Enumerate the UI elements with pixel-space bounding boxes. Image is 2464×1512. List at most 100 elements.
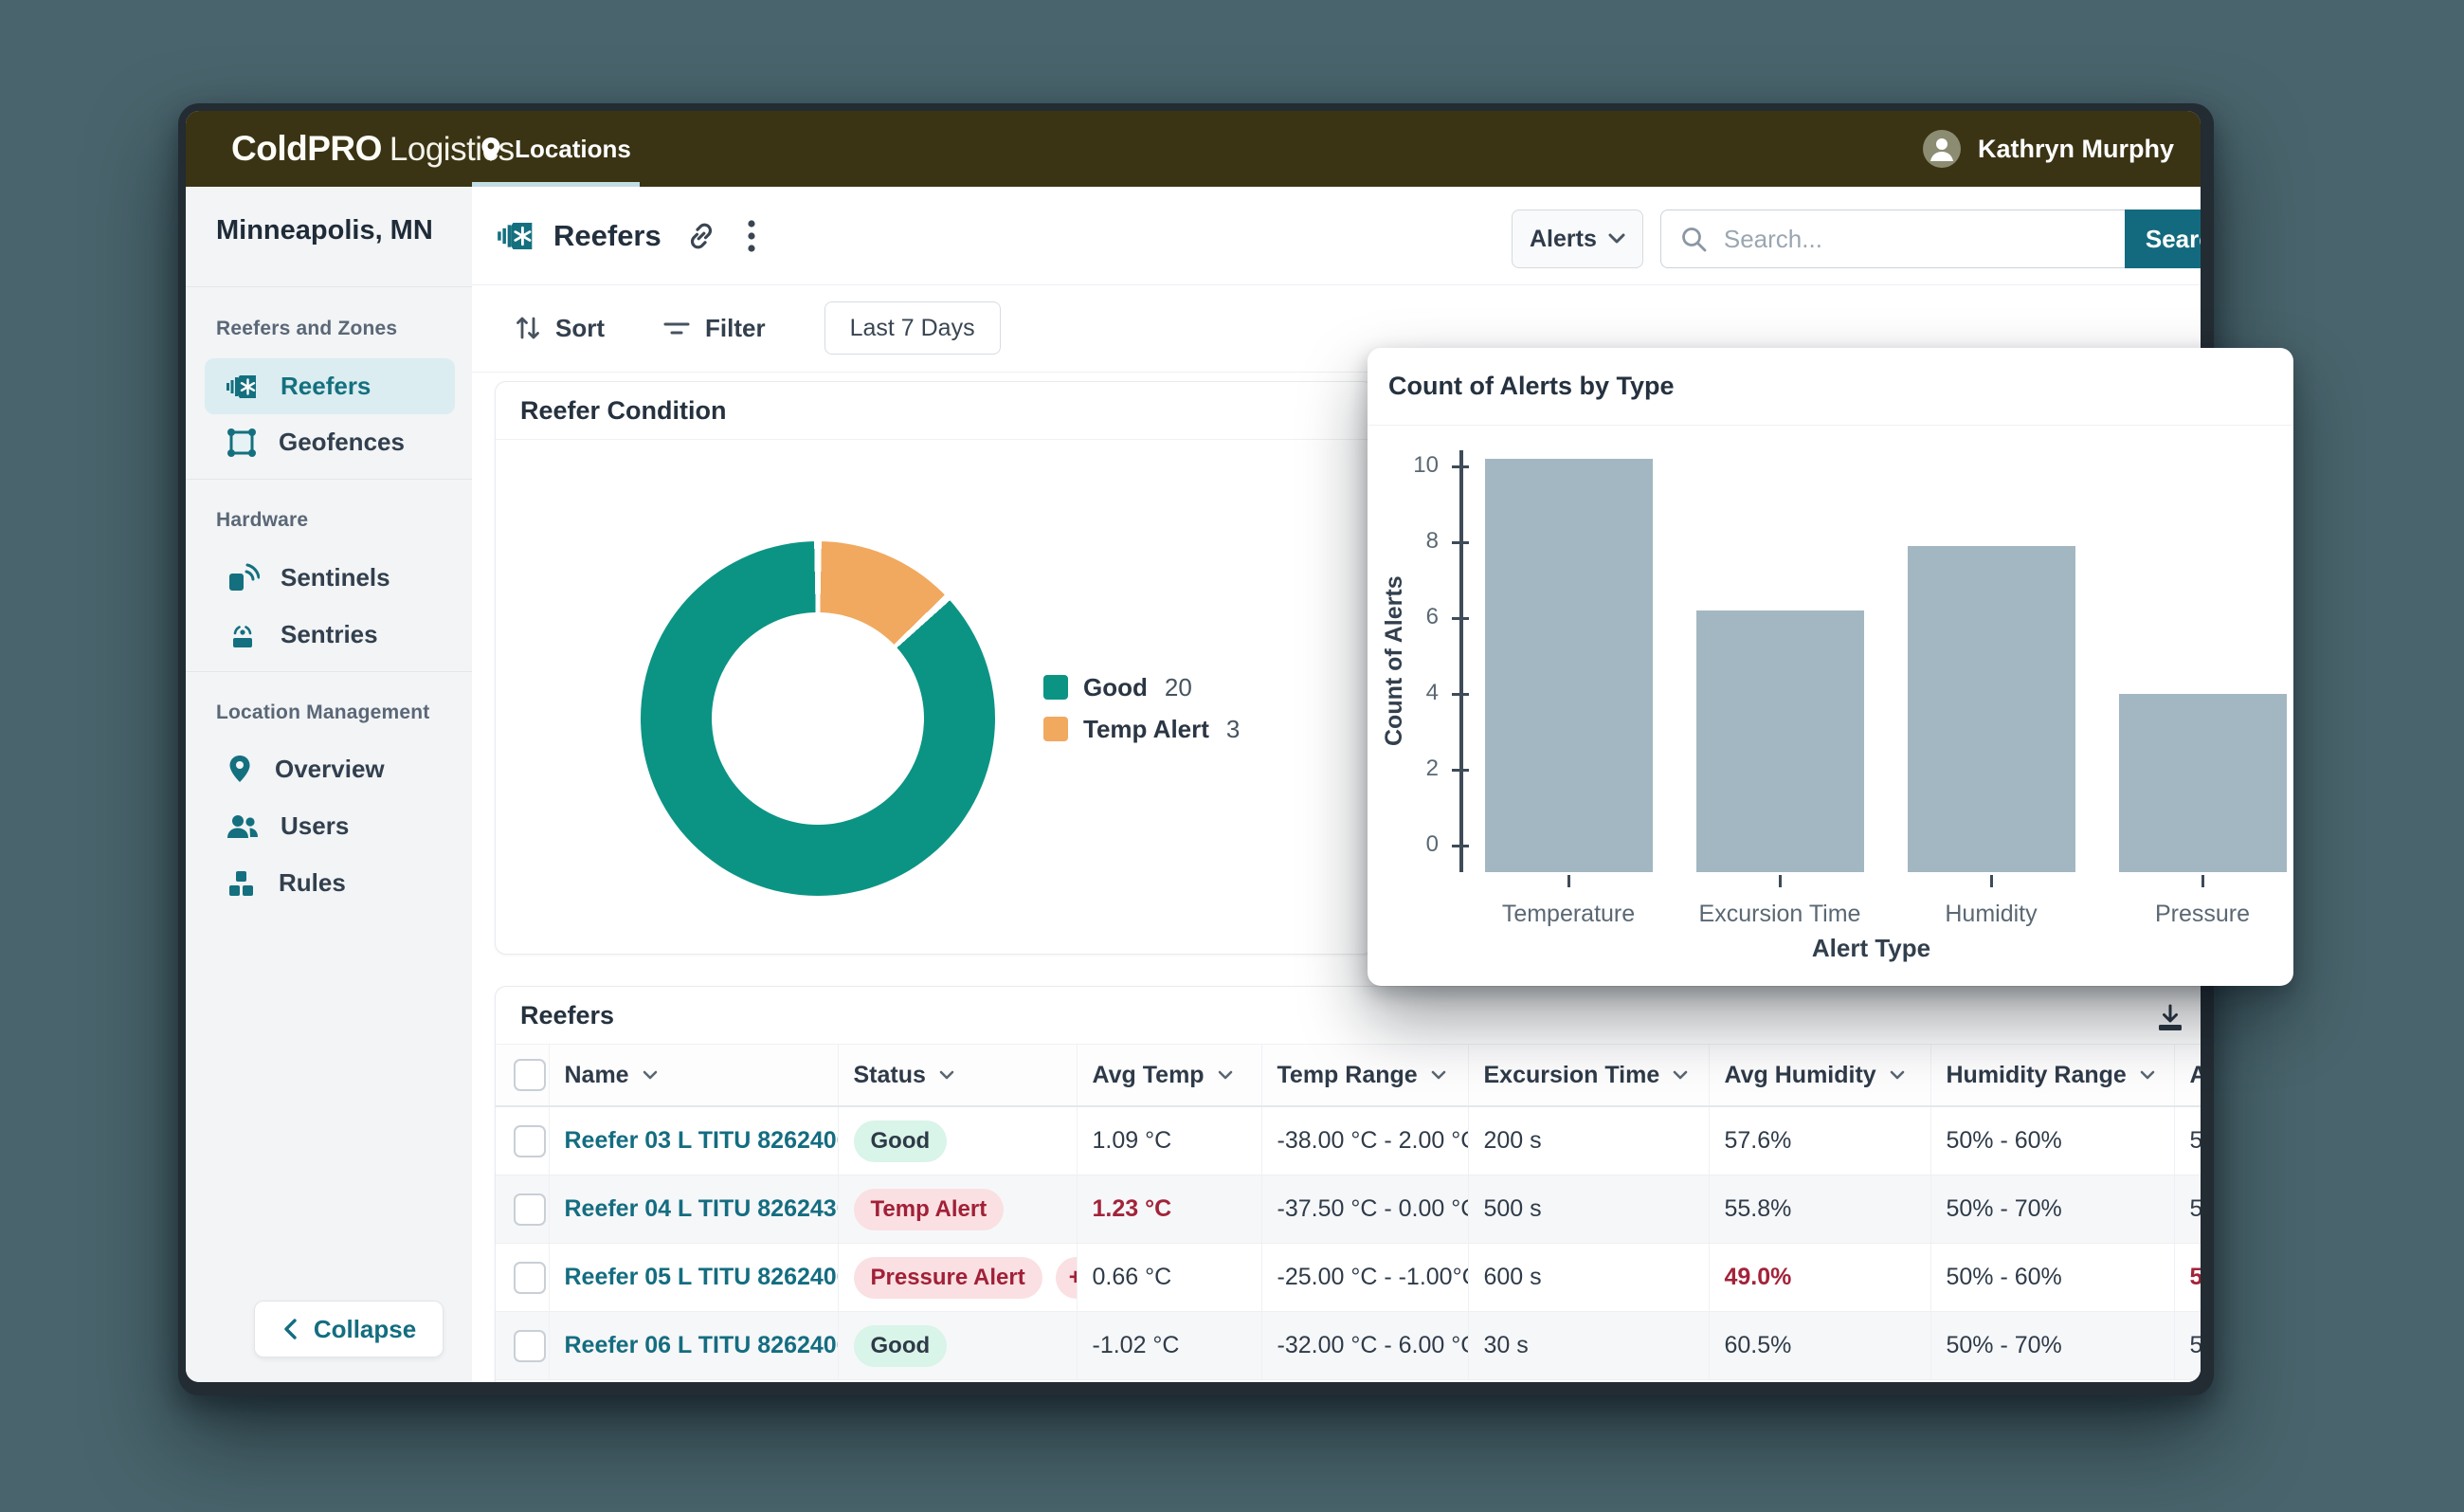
user-name: Kathryn Murphy: [1977, 134, 2174, 163]
sidebar-item-geofences[interactable]: Geofences: [205, 414, 455, 470]
collapse-label: Collapse: [313, 1314, 417, 1343]
avg-pressure-cell: 53.88 kPa: [2174, 1311, 2201, 1380]
legend-value: 20: [1164, 672, 1192, 701]
sidebar-section-hardware: Hardware: [216, 509, 309, 531]
sidebar-item-rules[interactable]: Rules: [205, 855, 455, 911]
reefer-link[interactable]: Reefer 04 L TITU 8262430: [564, 1195, 838, 1222]
top-navigation-bar: ColdPRO Logistics Locations Kathryn Murph…: [186, 111, 2201, 187]
location-pin-icon: [481, 137, 500, 161]
humidity-range-cell: 50% - 60%: [1930, 1243, 2175, 1312]
select-all-checkbox[interactable]: [513, 1059, 546, 1091]
chevron-down-icon: [939, 1070, 954, 1079]
sidebar-item-overview[interactable]: Overview: [205, 741, 455, 797]
nav-tab-label: Locations: [515, 134, 631, 163]
x-tick: [2201, 875, 2204, 887]
humidity-range-cell: 50% - 70%: [1930, 1175, 2175, 1244]
extra-alerts-badge[interactable]: +1: [1055, 1256, 1076, 1299]
sidebar-item-reefers[interactable]: Reefers: [205, 358, 455, 414]
column-header-temp-range[interactable]: Temp Range: [1261, 1045, 1469, 1107]
x-tick: [1990, 875, 1993, 887]
chevron-down-icon: [2140, 1070, 2155, 1079]
sidebar-item-label: Sentries: [281, 620, 378, 648]
table-row: Reefer 03 L TITU 8262406 Good 1.09 °C -3…: [496, 1106, 2201, 1175]
search-input[interactable]: [1659, 209, 2125, 268]
bar-humidity[interactable]: [1908, 546, 2075, 872]
legend-item-good: Good 20: [1043, 666, 1240, 708]
date-range-chip[interactable]: Last 7 Days: [824, 301, 1001, 355]
sidebar-section-reefers-zones: Reefers and Zones: [216, 318, 398, 339]
sort-arrows-icon: [516, 317, 539, 339]
column-header-humidity-range[interactable]: Humidity Range: [1930, 1045, 2175, 1107]
column-header-name[interactable]: Name: [549, 1045, 839, 1107]
row-checkbox[interactable]: [513, 1261, 546, 1294]
avg-pressure-cell: 55.56 kPa: [2174, 1106, 2201, 1175]
bar-chart-plot[interactable]: 0 2 4 6 8 10 Temperature Excursion Time Humid…: [1413, 450, 2287, 927]
bar-chart-x-axis-label: Alert Type: [1811, 934, 1931, 962]
download-button[interactable]: [2150, 998, 2190, 1038]
row-checkbox[interactable]: [513, 1124, 546, 1157]
column-header-avg-humidity[interactable]: Avg Humidity: [1709, 1045, 1931, 1107]
legend-swatch-temp-alert: [1043, 717, 1068, 741]
table-header-row: Name Status Avg Temp Temp Range Excursio…: [496, 1045, 2201, 1107]
table-row: Reefer 04 L TITU 8262430 Temp Alert 1.23…: [496, 1175, 2201, 1244]
list-toolbar: Sort Filter Last 7 Days: [472, 284, 2201, 373]
legend-label: Temp Alert: [1083, 714, 1209, 743]
column-header-status[interactable]: Status: [838, 1045, 1078, 1107]
column-header-excursion-time[interactable]: Excursion Time: [1468, 1045, 1710, 1107]
chevron-down-icon: [1218, 1070, 1232, 1079]
filter-icon: [663, 322, 690, 335]
search-group: Alerts Search: [1512, 209, 2201, 268]
temp-range-cell: -25.00 °C - -1.00°C: [1261, 1243, 1469, 1312]
x-category-label: Temperature: [1501, 901, 1636, 927]
chevron-left-icon: [284, 1319, 297, 1339]
nav-tab-locations[interactable]: Locations: [472, 111, 640, 187]
chevron-down-icon: [1431, 1070, 1445, 1079]
avg-humidity-cell: 60.5%: [1709, 1311, 1931, 1380]
temp-range-cell: -32.00 °C - 6.00 °C: [1261, 1311, 1469, 1380]
reefer-link[interactable]: Reefer 03 L TITU 8262406: [564, 1127, 838, 1154]
row-checkbox[interactable]: [513, 1329, 546, 1362]
humidity-range-cell: 50% - 60%: [1930, 1106, 2175, 1175]
x-category-label: Humidity: [1945, 901, 2038, 927]
legend-swatch-good: [1043, 675, 1068, 700]
sidebar-item-label: Users: [281, 811, 350, 840]
bar-pressure[interactable]: [2119, 694, 2287, 872]
reefers-table: Name Status Avg Temp Temp Range Excursio…: [496, 1045, 2201, 1380]
rules-blocks-icon: [229, 870, 253, 896]
card-title: Reefers: [520, 1000, 615, 1029]
bar-excursion-time[interactable]: [1696, 610, 1864, 872]
copy-link-button[interactable]: [679, 213, 724, 259]
bar-temperature[interactable]: [1485, 459, 1653, 872]
humidity-range-cell: 50% - 70%: [1930, 1311, 2175, 1380]
sidebar-item-sentinels[interactable]: Sentinels: [205, 550, 455, 606]
temp-range-cell: -37.50 °C - 0.00 °C: [1261, 1175, 1469, 1244]
active-tab-underline: [472, 182, 640, 187]
legend-label: Good: [1083, 672, 1148, 701]
collapse-sidebar-button[interactable]: Collapse: [254, 1301, 444, 1357]
reefer-link[interactable]: Reefer 06 L TITU 8262406: [564, 1332, 838, 1358]
geofence-icon: [227, 428, 256, 457]
search-scope-dropdown[interactable]: Alerts: [1512, 209, 1643, 268]
sidebar-item-users[interactable]: Users: [205, 798, 455, 854]
avg-humidity-cell: 57.6%: [1709, 1106, 1931, 1175]
sentinel-tag-icon: [229, 563, 260, 591]
donut-chart[interactable]: [641, 541, 995, 896]
more-options-button[interactable]: [741, 212, 762, 260]
alerts-by-type-card: Count of Alerts by Type Count of Alerts …: [1368, 348, 2293, 986]
sidebar-item-sentries[interactable]: Sentries: [205, 607, 455, 663]
user-menu[interactable]: Kathryn Murphy: [1922, 111, 2174, 187]
reefer-link[interactable]: Reefer 05 L TITU 8262406: [564, 1264, 838, 1290]
page-header: Reefers: [472, 187, 2201, 285]
temp-range-cell: -38.00 °C - 2.00 °C: [1261, 1106, 1469, 1175]
column-header-avg-pressure[interactable]: Avg Pressure: [2174, 1045, 2201, 1107]
sidebar-divider: [186, 671, 472, 672]
filter-button[interactable]: Filter: [661, 314, 766, 343]
column-header-avg-temp[interactable]: Avg Temp: [1077, 1045, 1262, 1107]
sort-button[interactable]: Sort: [514, 313, 605, 343]
row-checkbox[interactable]: [513, 1193, 546, 1226]
x-category-label: Pressure: [2154, 901, 2251, 927]
sidebar-item-label: Rules: [279, 868, 346, 897]
search-button[interactable]: Search: [2124, 209, 2201, 268]
search-scope-value: Alerts: [1530, 225, 1597, 252]
x-tick: [1779, 875, 1782, 887]
